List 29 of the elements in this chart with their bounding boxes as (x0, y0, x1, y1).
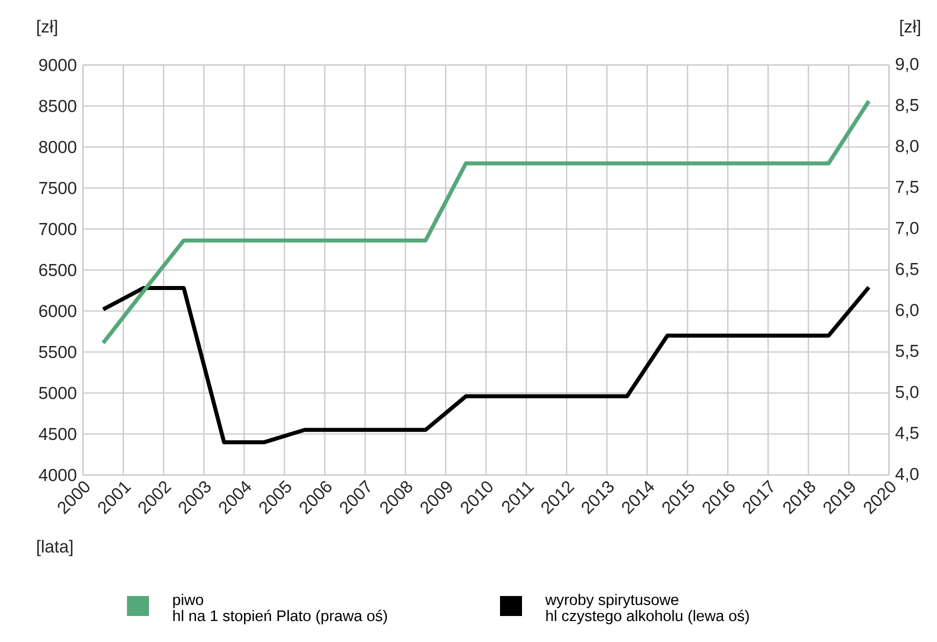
y2-tick-label: 7,5 (896, 180, 918, 196)
y-tick-label: 8500 (39, 100, 76, 112)
y-axis-title: [zł] (37, 20, 57, 36)
y-tick-label: 5000 (39, 386, 76, 400)
y2-tick-label: 8,0 (896, 140, 918, 154)
y2-axis-title: [zł] (900, 20, 920, 36)
y2-tick-label: 6,0 (896, 304, 918, 318)
y-tick-label: 6000 (39, 304, 76, 318)
y2-tick-label: 8,5 (896, 98, 918, 114)
y-tick-label: 8000 (39, 140, 76, 154)
text: hl na 1 stopień Plato (prawa oś) (173, 610, 387, 624)
y-tick-label: 5500 (39, 346, 76, 358)
y2-tick-label: 7,0 (896, 222, 918, 236)
legend-label: wyroby spirytusowe (545, 594, 678, 608)
y2-tick-label: 5,5 (896, 344, 918, 360)
y2-tick-label: 9,0 (896, 58, 918, 72)
y-tick-label: 7000 (39, 222, 76, 236)
y2-tick-label: 5,0 (896, 386, 918, 400)
y2-tick-label: 4,0 (895, 468, 918, 482)
y2-tick-label: 4,5 (895, 426, 918, 442)
y-tick-label: 7500 (39, 182, 76, 194)
x-axis-title: [lata] (37, 540, 72, 556)
text: hl czystego alkoholu (lewa oś) (546, 610, 749, 624)
y-tick-label: 4500 (38, 428, 76, 440)
y-tick-label: 9000 (39, 58, 76, 72)
y-tick-label: 4000 (38, 468, 76, 482)
y2-tick-label: 6,5 (896, 262, 918, 278)
legend-label: piwo (173, 594, 204, 608)
y-tick-label: 6500 (39, 264, 76, 276)
